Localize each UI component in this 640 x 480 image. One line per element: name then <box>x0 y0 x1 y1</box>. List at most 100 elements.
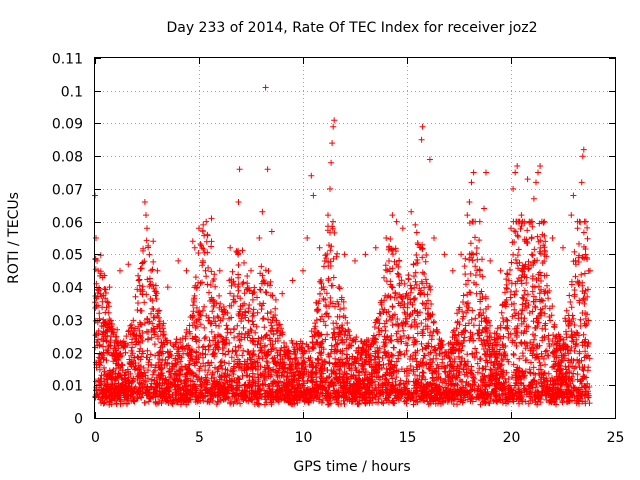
data-point <box>141 199 148 205</box>
data-point <box>316 244 323 251</box>
data-point <box>372 244 379 251</box>
data-point <box>208 215 215 222</box>
data-point <box>216 267 223 274</box>
x-tick-label: 20 <box>503 430 521 446</box>
data-point <box>183 267 190 274</box>
data-point <box>537 163 544 169</box>
data-point <box>530 195 537 202</box>
data-point <box>389 212 396 219</box>
x-tick-label: 10 <box>295 430 313 446</box>
data-point <box>587 267 593 274</box>
data-point <box>279 290 286 297</box>
data-point <box>289 277 296 284</box>
data-point <box>304 235 311 241</box>
data-point <box>330 123 337 130</box>
data-point <box>106 284 113 291</box>
y-tick-label: 0.11 <box>52 52 83 68</box>
axis-ticks: 0 0.01 0.02 0.03 0.04 0.05 0.06 0.07 0.08 0.09 0.1… <box>52 52 625 447</box>
data-point <box>95 267 102 274</box>
data-point <box>154 267 161 274</box>
data-point <box>476 218 483 225</box>
y-tick-label: 0.05 <box>52 248 83 264</box>
data-point <box>262 84 269 91</box>
data-point <box>135 277 142 284</box>
data-point <box>408 208 415 215</box>
y-tick-label: 0.01 <box>52 379 83 395</box>
data-point <box>431 235 437 241</box>
data-point <box>204 231 211 238</box>
data-point <box>352 257 358 264</box>
data-point <box>582 218 589 225</box>
data-point <box>464 212 471 219</box>
data-point <box>468 179 475 186</box>
data-point <box>268 228 275 235</box>
data-point <box>497 267 504 274</box>
data-point <box>524 176 531 183</box>
data-point <box>418 136 425 143</box>
y-tick-label: 0 <box>74 412 83 428</box>
data-point <box>481 205 487 212</box>
data-point <box>560 244 566 251</box>
data-point <box>175 257 182 264</box>
data-point <box>487 257 494 264</box>
data-point <box>164 284 171 291</box>
y-tick-label: 0.08 <box>52 150 83 166</box>
data-point <box>514 163 521 169</box>
data-point <box>483 169 489 176</box>
data-point <box>449 267 456 274</box>
data-point <box>94 257 101 264</box>
y-tick-label: 0.09 <box>52 117 83 133</box>
data-point <box>541 218 548 225</box>
data-point <box>327 185 333 192</box>
y-axis-label: ROTI / TECUs <box>6 192 22 284</box>
data-point <box>143 212 149 219</box>
data-point <box>200 221 207 228</box>
data-point <box>325 212 331 219</box>
data-point <box>125 261 132 268</box>
data-point <box>329 140 336 147</box>
y-tick-label: 0.07 <box>52 183 83 199</box>
data-point <box>419 123 426 130</box>
x-tick-label: 0 <box>91 430 100 446</box>
data-point <box>441 251 448 258</box>
data-point <box>96 310 103 317</box>
data-point <box>144 225 150 232</box>
x-tick-label: 25 <box>607 430 625 446</box>
data-point <box>191 244 198 251</box>
data-point <box>578 179 585 186</box>
data-point <box>512 169 519 176</box>
data-point <box>568 212 575 219</box>
data-point <box>264 166 271 173</box>
data-point <box>412 221 419 228</box>
data-point <box>100 323 107 330</box>
data-point <box>518 212 525 219</box>
background-point-cloud <box>92 218 593 408</box>
data-point <box>259 208 266 215</box>
data-point <box>383 235 390 241</box>
y-tick-label: 0.06 <box>52 216 83 232</box>
data-point <box>510 185 517 192</box>
data-point <box>227 244 234 251</box>
data-point <box>236 166 243 173</box>
y-tick-label: 0.1 <box>61 85 83 101</box>
data-point <box>362 251 369 258</box>
x-tick-label: 15 <box>399 430 417 446</box>
data-point <box>328 159 335 166</box>
data-point <box>466 199 473 205</box>
data-point <box>341 251 348 258</box>
data-point <box>528 218 535 225</box>
data-point <box>458 251 465 258</box>
data-point <box>579 153 586 160</box>
data-point <box>580 146 587 153</box>
data-point <box>248 267 254 274</box>
data-point <box>533 179 539 186</box>
data-point <box>549 235 556 241</box>
x-tick-label: 5 <box>195 430 204 446</box>
data-point <box>235 199 242 205</box>
data-point <box>300 267 306 274</box>
y-tick-label: 0.04 <box>52 281 83 297</box>
plot-frame <box>94 57 616 419</box>
x-axis-label: GPS time / hours <box>293 459 410 475</box>
y-tick-label: 0.03 <box>52 314 83 330</box>
data-point <box>535 169 541 176</box>
